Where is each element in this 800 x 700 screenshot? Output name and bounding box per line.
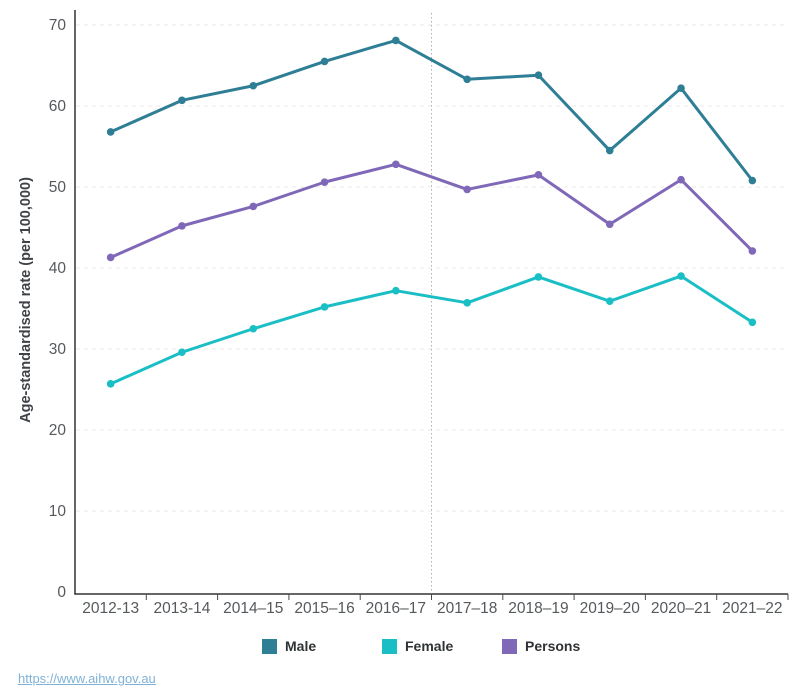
x-tick-label: 2021–22 — [722, 600, 782, 617]
data-point-persons — [320, 178, 329, 186]
y-axis-title: Age-standardised rate (per 100,000) — [18, 177, 34, 423]
legend-swatch-male — [262, 638, 277, 654]
legend-label-persons: Persons — [525, 638, 581, 654]
y-tick-label: 20 — [49, 422, 67, 439]
data-point-female — [677, 272, 685, 280]
data-point-female — [534, 273, 543, 281]
data-point-female — [106, 380, 115, 388]
data-point-persons — [677, 175, 685, 184]
series-line-female — [109, 274, 754, 386]
series-line-persons — [109, 162, 754, 259]
data-point-female — [392, 286, 400, 295]
y-tick-label: 30 — [49, 341, 67, 358]
data-point-male — [463, 75, 471, 84]
data-point-persons — [748, 247, 757, 255]
data-point-male — [178, 96, 186, 105]
y-tick-label: 0 — [57, 584, 66, 601]
data-point-male — [392, 36, 400, 45]
series-male — [106, 36, 757, 185]
data-point-persons — [463, 185, 471, 194]
series-persons — [106, 160, 757, 262]
x-tick-label: 2019–20 — [580, 600, 641, 617]
legend-item-persons: Persons — [502, 638, 622, 654]
y-tick-label: 70 — [49, 17, 67, 34]
legend: Male Female Persons — [262, 638, 622, 654]
data-point-male — [748, 176, 757, 185]
series-line-male — [109, 38, 754, 183]
data-point-female — [605, 297, 614, 306]
data-point-persons — [106, 253, 115, 262]
y-tick-label: 40 — [49, 260, 67, 277]
x-tick-label: 2015–16 — [294, 600, 354, 617]
x-tick-label: 2012-13 — [82, 600, 139, 617]
x-tick-label: 2020–21 — [651, 600, 711, 617]
y-tick-label: 10 — [49, 503, 67, 520]
y-tick-label: 50 — [49, 179, 67, 196]
data-point-persons — [605, 220, 614, 229]
data-point-persons — [178, 222, 186, 230]
data-point-male — [605, 146, 614, 155]
data-point-female — [249, 324, 258, 333]
x-tick-label: 2013-14 — [154, 600, 211, 617]
x-tick-label: 2016–17 — [366, 600, 426, 617]
y-tick-label: 60 — [49, 98, 67, 115]
data-point-persons — [249, 202, 258, 211]
legend-item-male: Male — [262, 638, 382, 654]
data-point-male — [106, 128, 115, 136]
legend-label-female: Female — [405, 638, 454, 654]
legend-label-male: Male — [285, 638, 317, 654]
data-point-male — [249, 81, 258, 90]
data-point-persons — [534, 171, 543, 179]
source-link[interactable]: https://www.aihw.gov.au — [18, 671, 156, 686]
series-female — [106, 272, 757, 388]
x-tick-label: 2014–15 — [223, 600, 283, 617]
data-point-male — [677, 84, 685, 92]
data-point-female — [748, 318, 757, 327]
data-point-male — [534, 71, 543, 80]
x-tick-label: 2018–19 — [508, 600, 568, 617]
data-point-female — [463, 299, 471, 307]
legend-item-female: Female — [382, 638, 502, 654]
legend-swatch-persons — [502, 638, 517, 654]
legend-swatch-female — [382, 638, 397, 654]
data-point-male — [320, 57, 329, 66]
line-chart-svg: 0 10 20 30 40 50 60 70 2012-13 2013-14 2014–15 2015… — [18, 10, 789, 617]
x-tick-label: 2017–18 — [437, 600, 497, 617]
data-point-female — [320, 303, 329, 311]
data-point-female — [178, 348, 186, 357]
data-point-persons — [392, 160, 400, 169]
